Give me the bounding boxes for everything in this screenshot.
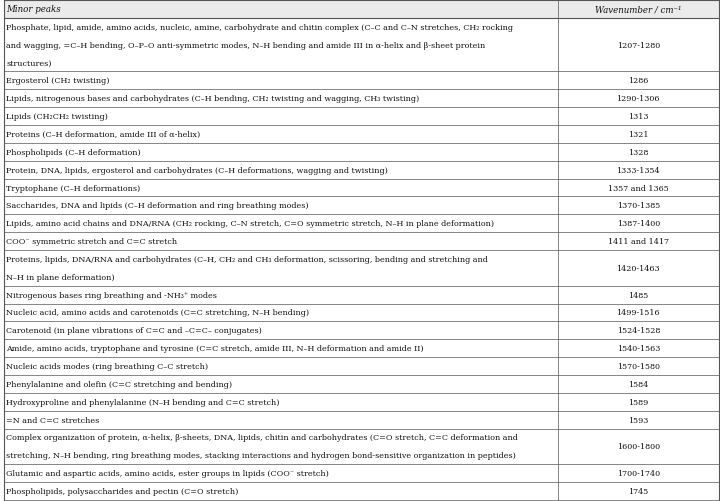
Bar (4, 161, 719, 179)
Bar (4, 357, 719, 375)
Text: Nucleic acids modes (ring breathing C–C stretch): Nucleic acids modes (ring breathing C–C … (6, 362, 209, 370)
Bar (4, 429, 719, 464)
Text: Phospholipids (C–H deformation): Phospholipids (C–H deformation) (6, 148, 141, 156)
Text: Wavenumber / cm⁻¹: Wavenumber / cm⁻¹ (595, 6, 682, 15)
Bar (4, 72, 719, 90)
Bar (4, 375, 719, 393)
Text: 1589: 1589 (628, 398, 649, 406)
Bar (4, 411, 719, 429)
Text: 1593: 1593 (628, 416, 649, 424)
Text: Phosphate, lipid, amide, amino acids, nucleic, amine, carbohydrate and chitin co: Phosphate, lipid, amide, amino acids, nu… (6, 24, 513, 32)
Text: Phenylalanine and olefin (C=C stretching and bending): Phenylalanine and olefin (C=C stretching… (6, 380, 233, 388)
Text: Lipids, nitrogenous bases and carbohydrates (C–H bending, CH₂ twisting and waggi: Lipids, nitrogenous bases and carbohydra… (6, 95, 420, 103)
Text: 1411 and 1417: 1411 and 1417 (608, 237, 669, 245)
Bar (4, 90, 719, 108)
Text: 1290-1306: 1290-1306 (616, 95, 660, 103)
Text: Lipids, amino acid chains and DNA/RNA (CH₂ rocking, C–N stretch, C=O symmetric s: Lipids, amino acid chains and DNA/RNA (C… (6, 220, 495, 228)
Text: 1328: 1328 (628, 148, 649, 156)
Bar (4, 340, 719, 357)
Text: 1524-1528: 1524-1528 (616, 327, 660, 335)
Text: 1499-1516: 1499-1516 (616, 309, 660, 317)
Text: 1584: 1584 (628, 380, 649, 388)
Text: structures): structures) (6, 60, 52, 67)
Bar (4, 232, 719, 250)
Text: and wagging, =C–H bending, O–P–O anti-symmetric modes, N–H bending and amide III: and wagging, =C–H bending, O–P–O anti-sy… (6, 42, 486, 50)
Text: 1313: 1313 (628, 113, 649, 121)
Bar (4, 286, 719, 304)
Text: Nitrogenous bases ring breathing and -NH₃⁺ modes: Nitrogenous bases ring breathing and -NH… (6, 291, 217, 299)
Bar (4, 250, 719, 286)
Text: 1420-1463: 1420-1463 (616, 265, 660, 273)
Text: 1540-1563: 1540-1563 (616, 345, 660, 353)
Text: Phospholipids, polysaccharides and pectin (C=O stretch): Phospholipids, polysaccharides and pecti… (6, 487, 239, 495)
Text: Proteins (C–H deformation, amide III of α-helix): Proteins (C–H deformation, amide III of … (6, 131, 201, 139)
Bar (4, 482, 719, 500)
Text: Lipids (CH₂CH₂ twisting): Lipids (CH₂CH₂ twisting) (6, 113, 108, 121)
Text: 1370-1385: 1370-1385 (616, 202, 660, 210)
Text: N–H in plane deformation): N–H in plane deformation) (6, 273, 115, 281)
Bar (4, 126, 719, 144)
Bar (4, 108, 719, 126)
Text: 1570-1580: 1570-1580 (617, 362, 660, 370)
Bar (4, 179, 719, 197)
Bar (4, 197, 719, 215)
Text: Glutamic and aspartic acids, amino acids, ester groups in lipids (COO⁻ stretch): Glutamic and aspartic acids, amino acids… (6, 469, 329, 477)
Text: 1333-1354: 1333-1354 (616, 166, 660, 174)
Bar (4, 322, 719, 340)
Text: 1700-1740: 1700-1740 (617, 469, 660, 477)
Text: Minor peaks: Minor peaks (6, 6, 61, 15)
Bar (4, 19, 719, 72)
Text: 1387-1400: 1387-1400 (616, 220, 660, 228)
Text: Saccharides, DNA and lipids (C–H deformation and ring breathing modes): Saccharides, DNA and lipids (C–H deforma… (6, 202, 309, 210)
Bar (4, 393, 719, 411)
Bar (4, 144, 719, 161)
Text: Amide, amino acids, tryptophane and tyrosine (C=C stretch, amide III, N–H deform: Amide, amino acids, tryptophane and tyro… (6, 345, 424, 353)
Text: Tryptophane (C–H deformations): Tryptophane (C–H deformations) (6, 184, 140, 192)
Text: 1485: 1485 (628, 291, 649, 299)
Bar (4, 304, 719, 322)
Text: Protein, DNA, lipids, ergosterol and carbohydrates (C–H deformations, wagging an: Protein, DNA, lipids, ergosterol and car… (6, 166, 388, 174)
Text: 1745: 1745 (628, 487, 649, 495)
Text: 1321: 1321 (628, 131, 649, 139)
Text: 1357 and 1365: 1357 and 1365 (608, 184, 669, 192)
Text: Ergosterol (CH₂ twisting): Ergosterol (CH₂ twisting) (6, 77, 110, 85)
Text: =N and C=C stretches: =N and C=C stretches (6, 416, 100, 424)
Text: stretching, N–H bending, ring breathing modes, stacking interactions and hydroge: stretching, N–H bending, ring breathing … (6, 451, 516, 459)
Text: 1600-1800: 1600-1800 (617, 442, 660, 450)
Text: COO⁻ symmetric stretch and C=C stretch: COO⁻ symmetric stretch and C=C stretch (6, 237, 178, 245)
Text: Complex organization of protein, α-helix, β-sheets, DNA, lipids, chitin and carb: Complex organization of protein, α-helix… (6, 434, 518, 441)
Bar (4, 1, 719, 19)
Text: Carotenoid (in plane vibrations of C=C and –C=C– conjugates): Carotenoid (in plane vibrations of C=C a… (6, 327, 262, 335)
Text: 1207-1280: 1207-1280 (616, 42, 660, 50)
Bar (4, 464, 719, 482)
Text: Proteins, lipids, DNA/RNA and carbohydrates (C–H, CH₂ and CH₃ deformation, sciss: Proteins, lipids, DNA/RNA and carbohydra… (6, 256, 488, 264)
Text: Hydroxyproline and phenylalanine (N–H bending and C=C stretch): Hydroxyproline and phenylalanine (N–H be… (6, 398, 280, 406)
Text: Nucleic acid, amino acids and carotenoids (C=C stretching, N–H bending): Nucleic acid, amino acids and carotenoid… (6, 309, 310, 317)
Text: 1286: 1286 (628, 77, 649, 85)
Bar (4, 215, 719, 232)
